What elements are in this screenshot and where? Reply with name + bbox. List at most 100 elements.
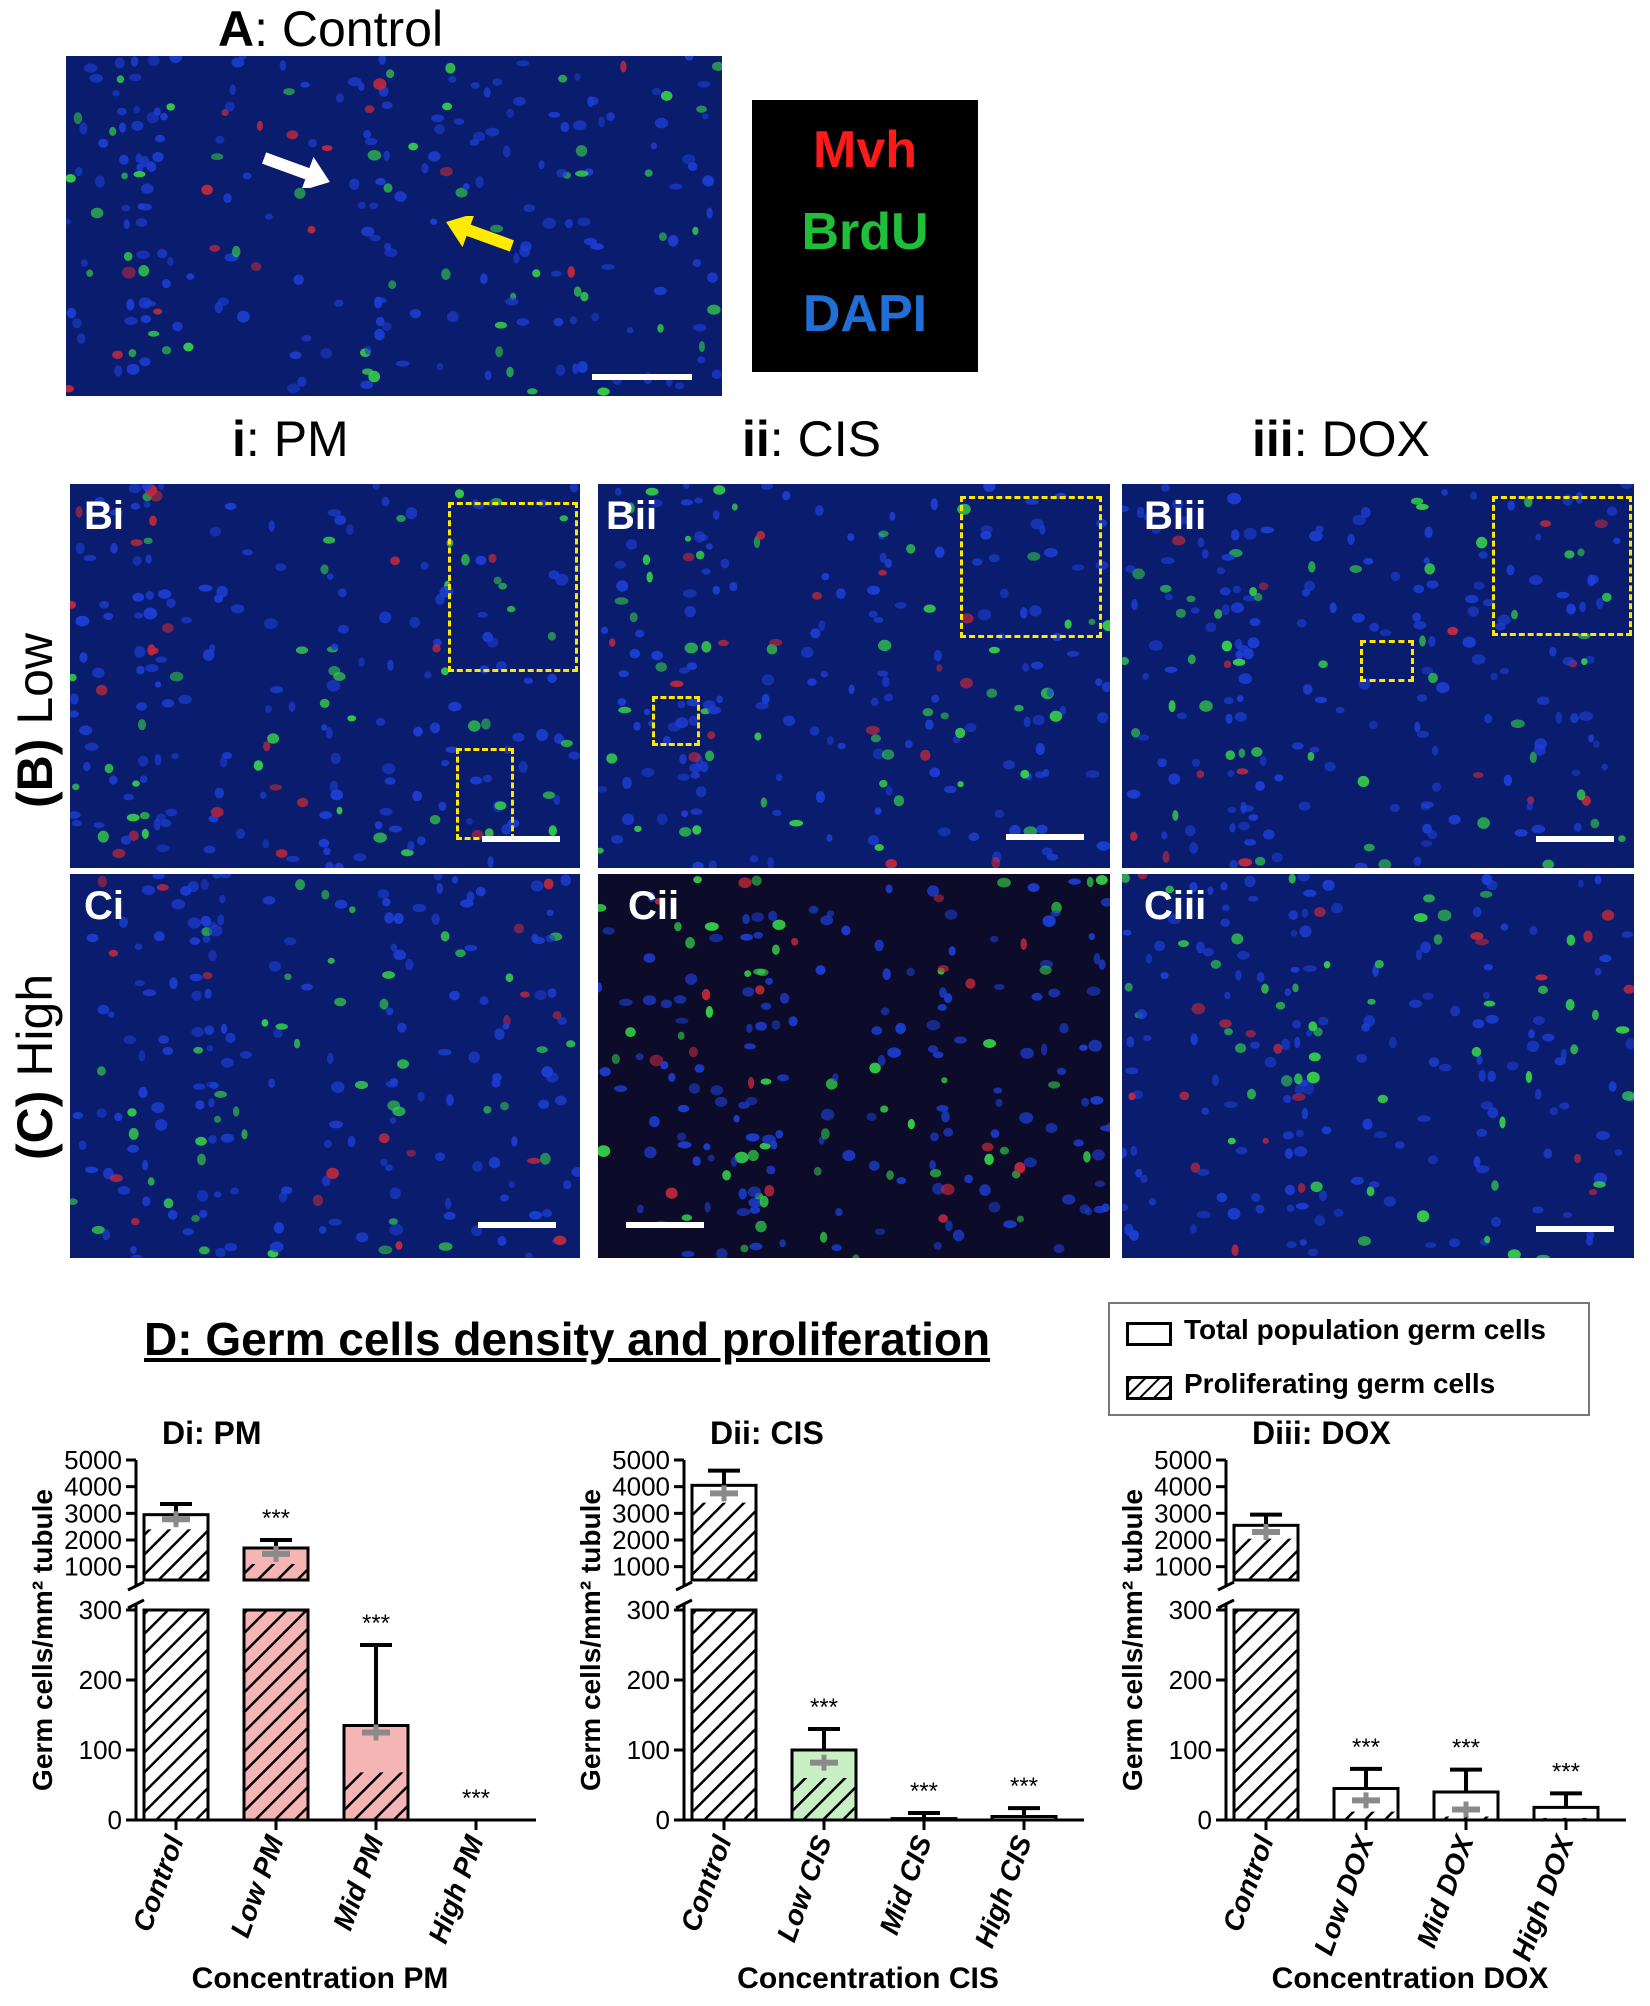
y-tick-label: 0 — [1198, 1805, 1212, 1835]
significance-label: *** — [910, 1778, 938, 1805]
micrograph-bi: Bi — [70, 484, 580, 868]
axis-break-mark — [1217, 1598, 1235, 1610]
y-tick-label: 200 — [627, 1665, 670, 1695]
y-tick-label: 4000 — [64, 1472, 122, 1502]
axis-break-mark — [675, 1598, 693, 1610]
inset-box — [1492, 496, 1632, 636]
legend-mvh: Mvh — [813, 121, 917, 179]
row-label-low-bold: (B) — [7, 738, 63, 808]
scale-bar — [1536, 836, 1614, 842]
x-tick-label: High DOX — [1506, 1829, 1581, 1965]
yellow-arrow-icon — [444, 216, 514, 252]
bar-total-fill — [992, 1816, 1056, 1820]
micrograph-label-biii: Biii — [1144, 494, 1207, 538]
bar-legend: Total population germ cells Proliferatin… — [1108, 1302, 1590, 1416]
axis-break-mark — [1217, 1580, 1235, 1592]
column-heading-pm: i: PM — [232, 410, 349, 468]
y-tick-label: 1000 — [1154, 1552, 1212, 1582]
micrograph-cii: Cii — [598, 874, 1110, 1258]
y-tick-label: 300 — [627, 1595, 670, 1625]
scale-bar — [478, 1222, 556, 1228]
column-heading-cis-label: : CIS — [769, 411, 881, 467]
bar-proliferating — [1434, 1816, 1498, 1820]
significance-label: *** — [1352, 1734, 1380, 1761]
column-heading-dox-label: : DOX — [1293, 411, 1430, 467]
chart-title: Di: PM — [162, 1415, 262, 1451]
x-tick-label: Mid CIS — [873, 1831, 937, 1938]
chart-title: Dii: CIS — [710, 1415, 824, 1451]
scale-bar — [1006, 834, 1084, 840]
panel-a-label: : Control — [254, 1, 444, 57]
y-tick-label: 2000 — [1154, 1525, 1212, 1555]
bar-proliferating — [792, 1778, 856, 1820]
panel-a-micrograph — [66, 56, 722, 396]
bar-proliferating — [692, 1610, 756, 1820]
micrograph-label-bi: Bi — [84, 494, 124, 538]
y-tick-label: 100 — [627, 1735, 670, 1765]
y-axis-label: Germ cells/mm² tubule — [27, 1489, 58, 1791]
y-tick-label: 3000 — [64, 1498, 122, 1528]
x-tick-label: Low CIS — [771, 1831, 838, 1946]
bar-proliferating — [1234, 1610, 1298, 1820]
inset-box — [960, 496, 1102, 638]
x-tick-label: Mid PM — [327, 1831, 390, 1934]
row-label-high-text: High — [7, 973, 63, 1091]
legend-dapi: DAPI — [802, 285, 928, 343]
significance-label: *** — [262, 1505, 290, 1532]
column-heading-cis-bold: ii — [742, 411, 770, 467]
axis-break-mark — [675, 1580, 693, 1592]
column-heading-pm-bold: i — [232, 411, 246, 467]
scale-bar — [482, 836, 560, 842]
y-tick-label: 0 — [656, 1805, 670, 1835]
y-tick-label: 3000 — [612, 1498, 670, 1528]
significance-label: *** — [1452, 1735, 1480, 1762]
y-axis-label: Germ cells/mm² tubule — [575, 1489, 606, 1791]
significance-label: *** — [1010, 1773, 1038, 1800]
y-tick-label: 2000 — [64, 1525, 122, 1555]
x-tick-label: Control — [1216, 1830, 1280, 1935]
x-tick-label: High CIS — [969, 1831, 1038, 1952]
y-tick-label: 0 — [108, 1805, 122, 1835]
y-tick-label: 100 — [1169, 1735, 1212, 1765]
y-tick-label: 4000 — [612, 1472, 670, 1502]
micrograph-label-cii: Cii — [628, 884, 680, 928]
micrograph-label-ciii: Ciii — [1144, 884, 1207, 928]
prolif-swatch — [1126, 1376, 1172, 1400]
scale-bar — [626, 1222, 704, 1228]
column-heading-dox-bold: iii — [1252, 411, 1294, 467]
y-tick-label: 200 — [1169, 1665, 1212, 1695]
chart-title: Diii: DOX — [1252, 1415, 1391, 1451]
bar-proliferating — [244, 1610, 308, 1820]
zoom-region-box — [1360, 640, 1414, 682]
y-axis-label: Germ cells/mm² tubule — [1117, 1489, 1148, 1791]
y-tick-label: 5000 — [64, 1445, 122, 1475]
significance-label: *** — [810, 1694, 838, 1721]
micrograph-ci: Ci — [70, 874, 580, 1258]
panel-a-letter: A — [218, 1, 255, 57]
scale-bar — [592, 374, 692, 380]
y-tick-label: 100 — [79, 1735, 122, 1765]
y-tick-label: 1000 — [64, 1552, 122, 1582]
y-tick-label: 1000 — [612, 1552, 670, 1582]
x-tick-label: Low DOX — [1308, 1829, 1380, 1959]
x-tick-label: High PM — [422, 1831, 490, 1947]
legend-total-label: Total population germ cells — [1184, 1314, 1546, 1345]
x-axis-label: Concentration CIS — [737, 1962, 999, 1995]
zoom-region-box — [456, 748, 514, 840]
micrograph-label-bii: Bii — [606, 494, 658, 538]
bar-proliferating — [144, 1610, 208, 1820]
total-swatch — [1126, 1322, 1172, 1346]
significance-label: *** — [462, 1785, 490, 1812]
row-label-low-text: Low — [7, 632, 63, 739]
bar-total-fill — [1534, 1807, 1598, 1820]
axis-break-mark — [127, 1580, 145, 1592]
y-tick-label: 5000 — [612, 1445, 670, 1475]
y-tick-label: 5000 — [1154, 1445, 1212, 1475]
column-heading-dox: iii: DOX — [1252, 410, 1430, 468]
y-tick-label: 300 — [79, 1595, 122, 1625]
x-axis-label: Concentration DOX — [1272, 1962, 1549, 1995]
significance-label: *** — [362, 1610, 390, 1637]
